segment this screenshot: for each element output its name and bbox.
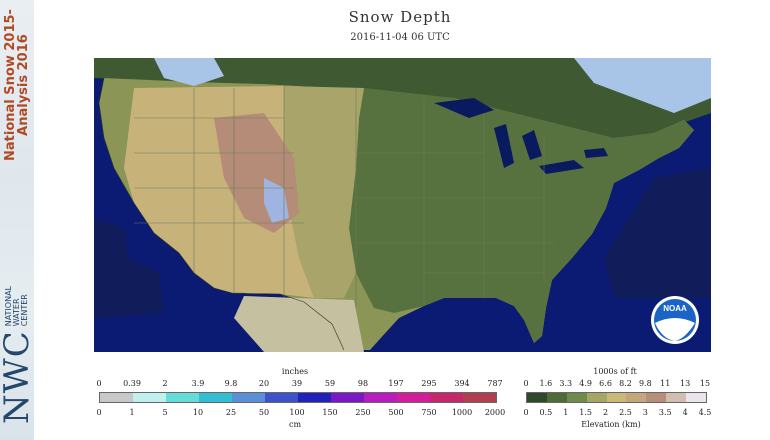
mexico-land: [234, 296, 364, 352]
snow-legend-bottom-tick-label: 150: [322, 408, 338, 417]
elevation-legend-color-swatch: [646, 393, 667, 402]
snow-legend-color-swatch: [331, 393, 364, 402]
elevation-legend-bottom-tick-label: 2.5: [619, 408, 632, 417]
snow-legend-bottom-tick-label: 500: [388, 408, 404, 417]
elevation-legend-color-swatch: [586, 393, 607, 402]
snow-legend-color-swatch: [199, 393, 232, 402]
elevation-legend-top-tick-label: 13: [680, 379, 691, 388]
snow-legend-bottom-tick-label: 750: [421, 408, 437, 417]
elevation-legend-top-tick-label: 9.8: [638, 379, 652, 388]
elevation-legend-color-swatch: [666, 393, 687, 402]
elevation-legend-top-tick-label: 0: [523, 379, 529, 388]
snow-legend-bottom-tick-label: 1: [129, 408, 135, 417]
elevation-legend-bottom-tick-label: 4.5: [698, 408, 712, 417]
snow-legend-bottom-tick-label: 5: [162, 408, 168, 417]
snow-legend-top-tick-label: 98: [357, 379, 369, 388]
snow-rockies-central: [264, 178, 289, 223]
snow-legend-top-tick-label: 394: [454, 379, 470, 388]
snow-legend-bottom-tick-label: 2000: [484, 408, 506, 417]
snow-legend-color-swatch: [430, 393, 463, 402]
canada-land: [94, 58, 711, 138]
elevation-legend-top-unit: 1000s of ft: [593, 367, 637, 376]
elevation-legend-top-tick-label: 3.3: [559, 379, 573, 388]
noaa-logo: NOAA: [651, 296, 699, 344]
deep-ocean-east: [604, 168, 711, 298]
snow-legend-bottom-tick-label: 0: [96, 408, 102, 417]
elevation-legend-top-tick-label: 4.9: [579, 379, 593, 388]
snow-legend-color-swatch: [463, 393, 496, 402]
snow-legend-top-tick-label: 20: [258, 379, 270, 388]
snow-legend-bottom-tick-label: 100: [289, 408, 305, 417]
snow-legend-top-tick-label: 39: [291, 379, 303, 388]
plains-band: [284, 86, 364, 298]
snow-legend-top-tick-label: 59: [324, 379, 336, 388]
noaa-logo-bird: [655, 318, 695, 341]
elevation-legend-top-tick-label: 11: [660, 379, 671, 388]
snow-rockies-north: [154, 58, 224, 86]
elevation-legend-top-tick-label: 8.2: [619, 379, 632, 388]
noaa-logo-text: NOAA: [663, 304, 687, 313]
snow-legend-top-tick-label: 3.9: [191, 379, 205, 388]
snow-legend-top-tick-label: 2: [162, 379, 168, 388]
elevation-legend-bottom-tick-label: 3.5: [658, 408, 672, 417]
snow-legend-bottom-tick-label: 10: [192, 408, 204, 417]
eastern-lowland: [349, 88, 694, 343]
snow-legend-bottom-tick-label: 25: [225, 408, 237, 417]
snow-legend-color-swatch: [298, 393, 331, 402]
snow-color-bar: [99, 392, 497, 403]
snow-legend-top-tick-label: 0: [96, 379, 102, 388]
snow-legend-bottom-unit: cm: [288, 420, 302, 429]
snow-legend-top-tick-label: 0.39: [123, 379, 141, 388]
elevation-legend-bottom-tick-label: 1.5: [579, 408, 593, 417]
map-timestamp: 2016-11-04 06 UTC: [350, 32, 450, 43]
state-borders: [134, 86, 554, 308]
elevation-legend-bottom-tick-label: 2: [603, 408, 609, 417]
elevation-legend-top-tick-label: 15: [699, 379, 711, 388]
snow-legend-bottom-tick-label: 1000: [451, 408, 473, 417]
elevation-legend-bottom-tick-label: 3: [642, 408, 648, 417]
nwc-logo: NWC NATIONAL WATER CENTER: [0, 286, 37, 424]
elevation-legend-color-swatch: [566, 393, 587, 402]
snow-northeast: [574, 58, 711, 113]
snow-legend-color-swatch: [265, 393, 298, 402]
nwc-logo-abbr: NWC: [0, 330, 37, 425]
snow-legend-bottom-tick-label: 250: [355, 408, 371, 417]
snow-legend-color-swatch: [397, 393, 430, 402]
snow-legend-color-swatch: [133, 393, 166, 402]
elevation-legend-bottom-tick-label: 0: [523, 408, 529, 417]
map-title: Snow Depth: [348, 8, 452, 26]
elevation-legend-bottom-tick-label: 4: [682, 408, 688, 417]
elevation-legend-color-swatch: [626, 393, 647, 402]
elevation-legend-bottom-tick-label: 0.5: [539, 408, 553, 417]
snow-legend-top-unit: inches: [281, 367, 309, 376]
nwc-logo-words: NATIONAL WATER CENTER: [4, 286, 29, 327]
snow-legend-color-swatch: [100, 393, 133, 402]
elevation-legend-bottom-unit: Elevation (km): [581, 420, 641, 429]
elevation-legend-color-swatch: [606, 393, 627, 402]
snow-legend-color-swatch: [166, 393, 199, 402]
elevation-color-bar: [526, 392, 707, 403]
snow-legend-top-tick-label: 197: [388, 379, 404, 388]
coastline: [98, 77, 345, 351]
elevation-legend-color-swatch: [527, 393, 547, 402]
elevation-legend-color-swatch: [686, 393, 707, 402]
snow-legend-top-tick-label: 9.8: [224, 379, 238, 388]
snow-legend-color-swatch: [232, 393, 265, 402]
snow-legend-color-swatch: [364, 393, 397, 402]
snow-legend-top-tick-label: 295: [421, 379, 437, 388]
elevation-legend-top-tick-label: 1.6: [539, 379, 553, 388]
snow-depth-map: [94, 58, 711, 352]
snow-legend-top-tick-label: 787: [487, 379, 503, 388]
elevation-legend-top-tick-label: 6.6: [599, 379, 612, 388]
nwc-logo-word: CENTER: [20, 294, 29, 327]
snow-legend-bottom-tick-label: 50: [258, 408, 270, 417]
elevation-legend-color-swatch: [546, 393, 567, 402]
deep-ocean-west: [94, 218, 164, 318]
great-lakes: [434, 98, 608, 174]
elevation-legend-bottom-tick-label: 1: [563, 408, 569, 417]
sidebar-banner: National Snow 2015- Analysis 2016 NWC NA…: [0, 0, 37, 440]
